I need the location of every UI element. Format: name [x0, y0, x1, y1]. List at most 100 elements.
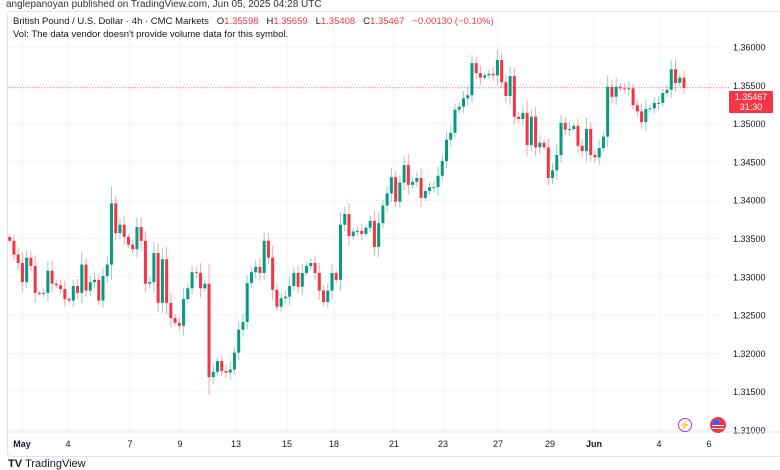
candle-up — [648, 108, 652, 110]
candle-up — [330, 272, 334, 291]
candle-down — [33, 266, 37, 293]
candle-down — [97, 279, 101, 301]
open-value: 1.35598 — [224, 16, 259, 27]
candle-up — [657, 102, 661, 104]
candle-down — [54, 283, 58, 286]
candle-down — [199, 272, 203, 289]
x-tick-label: 15 — [282, 439, 292, 449]
candle-down — [635, 105, 639, 112]
candle-up — [182, 299, 186, 326]
x-tick-label: May — [13, 439, 31, 449]
candle-up — [25, 257, 29, 283]
candle-up — [305, 266, 309, 273]
candle-up — [538, 142, 542, 148]
y-tick-label: 1.31500 — [733, 387, 766, 397]
candle-up — [652, 102, 656, 109]
candle-up — [279, 298, 283, 307]
symbol-title[interactable]: British Pound / U.S. Dollar · 4h · CMC M… — [13, 16, 209, 27]
y-tick-label: 1.33000 — [733, 272, 766, 282]
y-tick-label: 1.34500 — [733, 157, 766, 167]
candle-down — [84, 264, 88, 291]
tradingview-logo[interactable]: TV TradingView — [8, 458, 86, 470]
candle-down — [165, 259, 169, 303]
candle-down — [682, 77, 686, 88]
candle-up — [567, 128, 571, 130]
candle-up — [160, 259, 164, 303]
candle-down — [169, 302, 173, 319]
candle-up — [80, 264, 84, 293]
close-label: C — [363, 16, 371, 27]
candle-down — [542, 142, 546, 148]
candle-up — [606, 86, 610, 137]
candle-up — [597, 148, 601, 158]
candle-up — [254, 266, 258, 273]
candle-up — [529, 116, 533, 146]
candle-up — [105, 264, 109, 277]
candle-up — [101, 276, 105, 301]
candle-up — [381, 205, 385, 224]
candle-down — [406, 164, 410, 185]
candle-up — [46, 270, 50, 293]
candle-down — [126, 236, 130, 245]
candle-down — [640, 111, 644, 123]
candle-up — [445, 139, 449, 162]
y-tick-label: 1.34000 — [733, 196, 766, 206]
candle-up — [148, 282, 152, 284]
candle-down — [207, 283, 211, 378]
candle-down — [224, 371, 228, 373]
x-tick-label: 4 — [656, 439, 661, 449]
candle-down — [59, 285, 63, 290]
y-tick-label: 1.31000 — [733, 426, 766, 436]
candle-down — [37, 292, 41, 294]
us-flag-icon[interactable] — [710, 417, 726, 433]
candle-up — [678, 77, 682, 84]
candle-up — [389, 177, 393, 194]
high-label: H — [266, 16, 274, 27]
x-tick-label: 21 — [389, 439, 399, 449]
bar-countdown: 31:30 — [739, 102, 763, 112]
candle-up — [309, 263, 313, 267]
candle-down — [131, 244, 135, 250]
x-tick-label: 6 — [706, 439, 711, 449]
candle-down — [512, 76, 516, 117]
candle-down — [546, 147, 550, 178]
candle-up — [665, 89, 669, 93]
candle-up — [661, 92, 665, 103]
x-tick-label: 7 — [127, 439, 132, 449]
candle-up — [440, 161, 444, 176]
change-value: −0.00130 (−0.10%) — [412, 16, 494, 27]
candle-up — [377, 223, 381, 247]
symbol-legend: British Pound / U.S. Dollar · 4h · CMC M… — [13, 15, 494, 41]
candle-down — [504, 82, 508, 97]
candle-up — [572, 125, 576, 129]
x-tick-label: 27 — [493, 439, 503, 449]
candle-up — [470, 63, 474, 96]
publisher-line: anglepanoyan published on TradingView.co… — [6, 0, 322, 10]
candle-down — [29, 257, 33, 267]
candle-down — [534, 116, 538, 148]
candle-up — [249, 272, 253, 283]
candle-up — [521, 112, 525, 120]
lightning-icon[interactable]: ⚡ — [678, 418, 692, 432]
candle-up — [555, 155, 559, 171]
candle-down — [500, 60, 504, 83]
candle-down — [631, 88, 635, 106]
candle-up — [152, 253, 156, 283]
candle-down — [173, 318, 177, 323]
candle-up — [411, 181, 415, 185]
candle-up — [338, 224, 342, 280]
candle-up — [262, 240, 266, 273]
candle-down — [275, 289, 279, 307]
candle-up — [487, 73, 491, 76]
candle-up — [436, 175, 440, 188]
candle-down — [194, 272, 198, 274]
candle-down — [618, 86, 622, 89]
candle-down — [347, 213, 351, 237]
candle-up — [216, 361, 220, 372]
candle-up — [237, 329, 241, 353]
candle-up — [190, 272, 194, 289]
candle-down — [419, 177, 423, 198]
candle-up — [355, 230, 359, 232]
x-tick-label: 18 — [329, 439, 339, 449]
